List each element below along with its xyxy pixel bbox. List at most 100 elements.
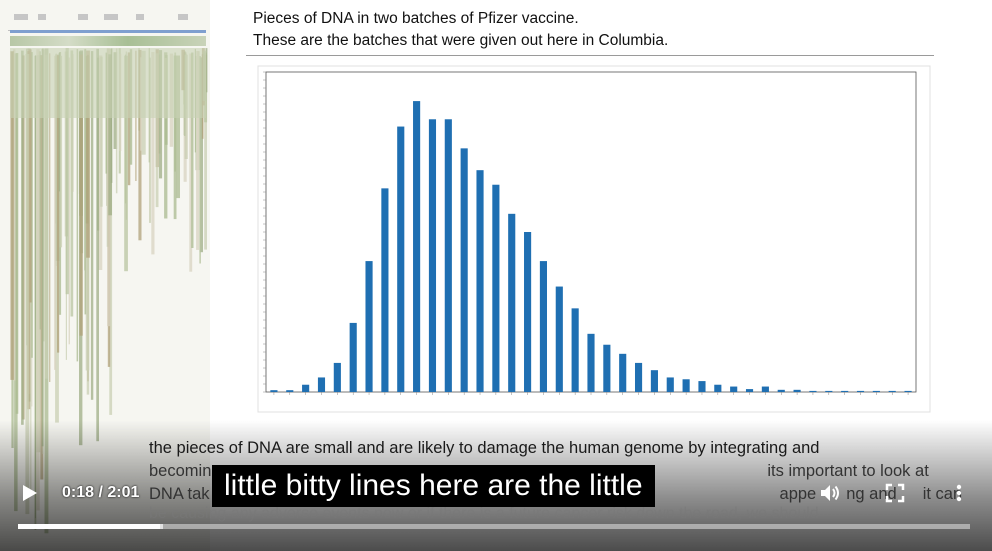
play-icon [23, 485, 37, 501]
histogram-bar [888, 390, 896, 392]
genome-read [96, 48, 99, 442]
genome-read [151, 52, 155, 255]
genome-read [15, 53, 19, 414]
histogram-bar [603, 344, 611, 392]
more-vertical-icon [956, 484, 962, 502]
volume-button[interactable] [818, 481, 842, 505]
histogram-bar [761, 386, 769, 392]
histogram-bar [333, 362, 341, 392]
histogram-bar [539, 261, 547, 392]
genome-read [57, 55, 60, 353]
histogram-bar [730, 386, 738, 392]
histogram-bar [666, 377, 674, 392]
genome-coverage-strip [10, 36, 206, 46]
histogram-bar [841, 390, 849, 392]
genome-read [204, 52, 207, 250]
genome-read [34, 55, 36, 519]
genome-read [44, 54, 48, 379]
histogram-bar [809, 390, 817, 392]
histogram-bar [317, 377, 326, 392]
chart-canvas [257, 65, 931, 413]
slide-body-line-2: becomin its important to look at [149, 460, 969, 483]
genome-read [115, 48, 118, 194]
more-options-button[interactable] [952, 481, 966, 505]
genome-read-pileup [10, 48, 208, 534]
genome-read [205, 48, 208, 93]
genome-read [12, 49, 16, 381]
histogram-bar [634, 362, 643, 392]
volume-icon [821, 485, 839, 501]
histogram-bar [777, 389, 785, 392]
genome-read [70, 54, 74, 192]
player-controls: 0:18 / 2:01 [0, 478, 992, 508]
genome-read [58, 52, 60, 192]
histogram-bar [444, 119, 452, 392]
histogram-bar [571, 308, 579, 392]
histogram-bar [745, 389, 754, 392]
genome-read [196, 51, 200, 250]
slide-body-text: the pieces of DNA are small and are like… [149, 437, 969, 506]
histogram-bar [872, 390, 880, 392]
genome-read [164, 52, 168, 219]
time-display: 0:18 / 2:01 [62, 484, 140, 501]
genome-read [109, 48, 113, 415]
genome-read [41, 48, 44, 447]
genome-read [155, 53, 159, 208]
slide-body-line-4: be causing any adverse events now or if … [149, 505, 819, 522]
genome-read [199, 56, 201, 264]
slide-body-line-2-start: becomin [149, 462, 212, 480]
fullscreen-button[interactable] [884, 482, 906, 504]
dna-length-histogram [246, 58, 934, 418]
slide-body-line-3-start: DNA tak [149, 485, 210, 503]
genome-read [68, 57, 70, 345]
slide-body-line-3: DNA tak appe ng and it can [149, 483, 969, 506]
histogram-bar [492, 184, 500, 392]
histogram-bar [619, 353, 627, 392]
genome-read [173, 55, 177, 220]
genome-read [10, 51, 14, 380]
histogram-bar [349, 322, 357, 392]
genome-read [199, 57, 203, 253]
genome-read [28, 49, 32, 303]
genome-read [65, 48, 69, 295]
genome-read [59, 55, 63, 248]
genome-read [76, 49, 79, 362]
genome-read [90, 51, 94, 400]
histogram-bar [508, 213, 516, 392]
histogram-bar [698, 381, 706, 392]
slide-body-line-3-end-2: ng and [846, 485, 897, 503]
slide-title-line-2: These are the batches that were given ou… [253, 32, 669, 49]
genome-read [54, 55, 56, 370]
histogram-bar [286, 390, 294, 392]
genome-dense-band [10, 48, 206, 118]
genome-read [124, 55, 128, 272]
genome-read [127, 52, 131, 186]
play-button[interactable] [20, 482, 40, 504]
title-divider [246, 55, 934, 56]
genome-read [21, 50, 24, 425]
genome-read [191, 52, 194, 248]
histogram-bar [381, 188, 389, 392]
genome-read [176, 55, 180, 199]
slide-title: Pieces of DNA in two batches of Pfizer v… [253, 8, 933, 52]
fullscreen-icon [885, 483, 905, 503]
histogram-bar [714, 384, 722, 392]
genome-read [189, 53, 193, 272]
histogram-bar [460, 148, 468, 392]
slide-body-line-1: the pieces of DNA are small and are like… [149, 439, 820, 457]
histogram-bar [555, 286, 563, 392]
histogram-bar [365, 261, 373, 392]
histogram-bar [413, 101, 421, 392]
histogram-bar [587, 333, 595, 392]
genome-read [138, 49, 142, 241]
histogram-bar [793, 389, 801, 392]
progress-bar[interactable] [18, 524, 970, 529]
genome-read [25, 54, 30, 515]
genome-read [100, 56, 103, 207]
progress-played [18, 524, 160, 529]
histogram-bar [270, 390, 278, 392]
genome-read [108, 54, 112, 216]
genome-read [86, 50, 90, 258]
histogram-bar [904, 390, 912, 392]
